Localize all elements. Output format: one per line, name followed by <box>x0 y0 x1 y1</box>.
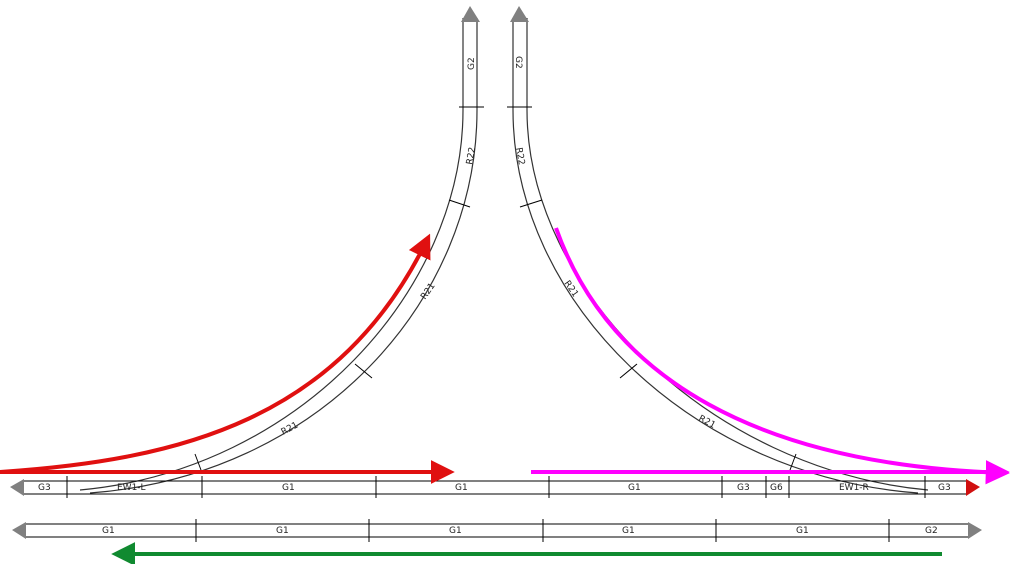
right-spur-label-bottom: R21 <box>697 414 717 431</box>
left-spur-ticks <box>194 106 484 471</box>
upper-main-labels: G3 EW1-L G1 G1 G1 G3 G6 EW1-R G3 <box>38 483 951 493</box>
upper-main-right-arrow <box>966 479 980 496</box>
left-spur-label-top: G2 <box>467 57 477 70</box>
upper-seg-6: G6 <box>770 483 783 493</box>
right-spur-ticks <box>507 106 797 471</box>
left-spur-label-low: R21 <box>419 281 437 301</box>
right-spur-label-mid: R22 <box>513 147 526 166</box>
upper-seg-3: G1 <box>455 483 468 493</box>
lower-seg-5: G2 <box>925 526 938 536</box>
upper-seg-0: G3 <box>38 483 51 493</box>
lower-main-track <box>24 519 970 542</box>
left-spur-end-arrow <box>461 6 480 22</box>
upper-main-left-arrow <box>10 479 24 496</box>
upper-seg-5: G3 <box>737 483 750 493</box>
upper-seg-4: G1 <box>628 483 641 493</box>
upper-main-track <box>22 476 968 498</box>
lower-seg-4: G1 <box>796 526 809 536</box>
upper-seg-2: G1 <box>282 483 295 493</box>
lower-main-right-arrow <box>968 522 982 539</box>
right-spur-label-top: G2 <box>513 56 523 69</box>
lower-seg-1: G1 <box>276 526 289 536</box>
red-route-curve-arrow <box>0 233 431 474</box>
left-spur-label-mid: R22 <box>465 146 478 165</box>
lower-seg-2: G1 <box>449 526 462 536</box>
right-spur-label-low: R21 <box>562 279 580 299</box>
right-spur-track <box>512 18 929 494</box>
magenta-route-curve-arrow <box>554 227 1010 485</box>
left-spur-label-bottom: R21 <box>280 421 300 438</box>
lower-main-left-arrow <box>12 522 26 539</box>
upper-seg-7: EW1-R <box>839 483 869 493</box>
lower-seg-0: G1 <box>102 526 115 536</box>
right-spur-end-arrow <box>510 6 529 22</box>
lower-seg-3: G1 <box>622 526 635 536</box>
upper-seg-8: G3 <box>938 483 951 493</box>
upper-seg-1: EW1-L <box>117 483 146 493</box>
lower-main-labels: G1 G1 G1 G1 G1 G2 <box>102 526 938 536</box>
